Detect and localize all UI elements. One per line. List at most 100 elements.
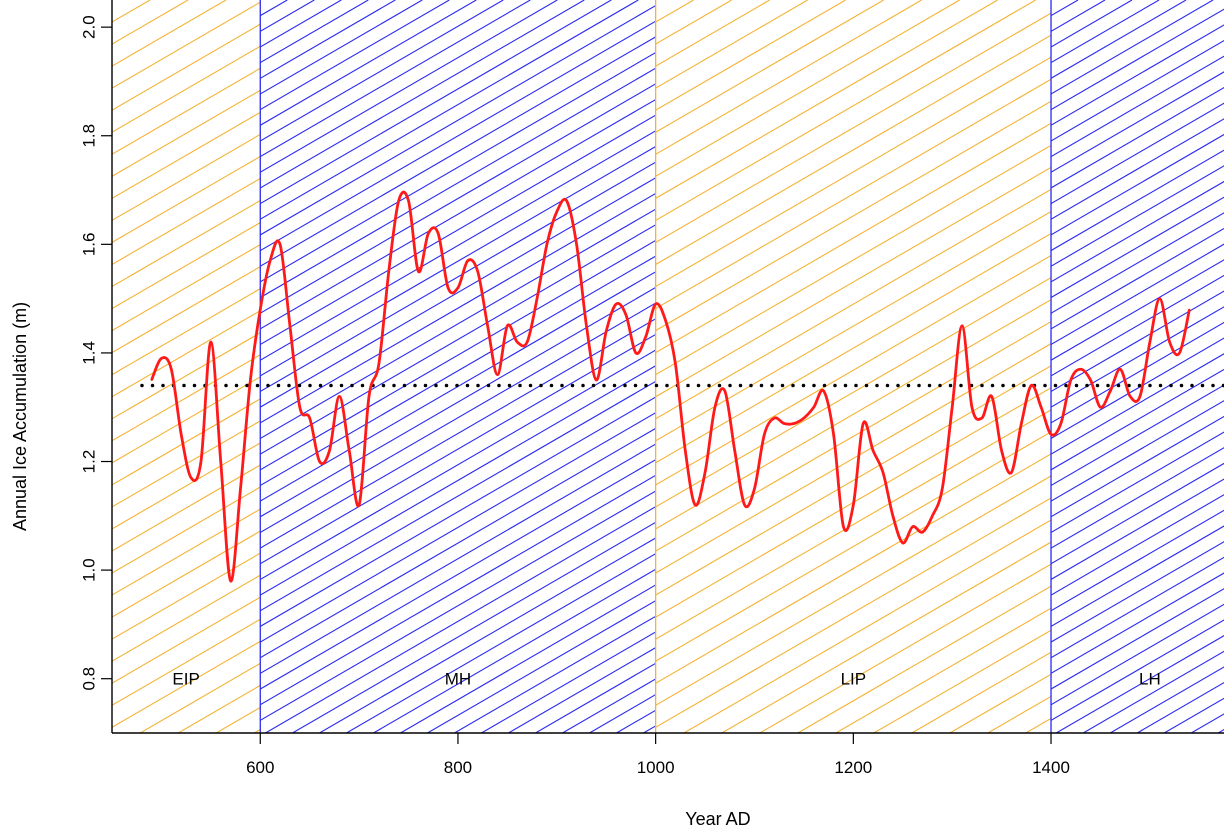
hatch-line	[655, 254, 1052, 486]
y-tick-label: 1.6	[79, 233, 98, 257]
hatch-line	[655, 321, 1052, 552]
hatch-line	[1051, 619, 1224, 721]
data-point	[635, 352, 637, 354]
hatch-line	[508, 647, 656, 733]
hatch-line	[260, 67, 656, 299]
hatch-line	[655, 144, 1052, 376]
data-point	[714, 406, 716, 409]
data-point	[921, 531, 924, 533]
hatch-line	[655, 0, 808, 89]
data-point	[486, 324, 489, 327]
data-point	[1139, 395, 1141, 398]
data-point	[990, 395, 993, 398]
hatch-line	[260, 4, 656, 236]
data-point	[1089, 379, 1092, 381]
hatch-line	[1051, 243, 1224, 346]
data-point	[516, 341, 519, 343]
hatch-line	[1163, 697, 1224, 733]
x-axis-title: Year AD	[685, 809, 750, 829]
hatch-line	[655, 0, 922, 155]
hatch-line	[260, 145, 656, 377]
hatch-line	[260, 0, 558, 173]
hatch-line	[112, 596, 261, 684]
x-tick-label: 800	[444, 758, 472, 777]
y-tick-label: 1.4	[79, 341, 98, 365]
hatch-line	[260, 0, 423, 95]
hatch-line	[1051, 290, 1224, 393]
data-point	[625, 314, 627, 316]
data-point	[289, 324, 291, 327]
data-point	[348, 449, 351, 452]
data-point	[1168, 341, 1171, 343]
period-band-mh	[259, 0, 656, 733]
hatch-line	[1051, 588, 1224, 690]
data-point	[1020, 422, 1023, 425]
hatch-line	[260, 0, 450, 111]
hatch-line	[112, 310, 261, 398]
period-label-mh: MH	[445, 670, 471, 689]
hatch-line	[112, 552, 261, 640]
data-point	[407, 200, 410, 202]
data-point	[793, 422, 795, 425]
data-point	[397, 200, 400, 202]
hatch-line	[1055, 635, 1224, 733]
data-point	[160, 357, 163, 360]
axes: 0.8 1.0 1.2 1.4 1.6 1.8 2.0 600 800 1000 1200 1400	[79, 0, 1224, 777]
y-tick-label: 1.2	[79, 450, 98, 474]
hatch-line	[655, 343, 1052, 574]
data-point	[882, 471, 884, 474]
hatch-line	[260, 208, 656, 440]
period-band-lh	[1050, 0, 1224, 733]
hatch-line	[260, 0, 504, 142]
x-tick-label: 1000	[637, 758, 675, 777]
data-point	[724, 390, 726, 392]
data-point	[971, 406, 973, 409]
data-point	[585, 324, 588, 327]
data-point	[229, 580, 232, 582]
data-point	[476, 270, 479, 273]
data-point	[575, 243, 578, 246]
data-point	[803, 417, 805, 419]
data-point	[644, 335, 647, 338]
data-point	[783, 422, 785, 425]
hatch-line	[655, 365, 1052, 596]
data-point	[892, 515, 894, 517]
hatch-line	[655, 409, 1052, 640]
data-point	[308, 417, 311, 419]
hatch-line	[1051, 212, 1224, 314]
period-band-lip	[654, 0, 1052, 733]
hatch-line	[1109, 666, 1224, 733]
data-point	[239, 487, 242, 490]
data-point	[664, 319, 667, 322]
data-point	[417, 270, 420, 273]
data-point	[338, 395, 341, 398]
data-point	[842, 525, 845, 528]
data-point	[941, 487, 944, 490]
data-point	[1178, 352, 1181, 354]
hatch-line	[260, 412, 656, 643]
data-point	[862, 422, 865, 425]
data-point	[1000, 449, 1003, 452]
hatch-line	[112, 464, 261, 552]
hatch-line	[797, 585, 1052, 733]
hatch-line	[260, 51, 656, 283]
hatch-line	[112, 111, 261, 199]
hatch-line	[260, 114, 656, 346]
data-point	[951, 406, 953, 409]
hatch-line	[1025, 717, 1052, 733]
hatch-line	[1051, 321, 1224, 424]
hatch-line	[260, 443, 656, 675]
data-point	[249, 379, 252, 381]
hatch-line	[260, 0, 288, 17]
hatch-line	[112, 332, 261, 420]
hatch-line	[1051, 353, 1224, 455]
hatch-line	[1051, 556, 1224, 659]
data-point	[1129, 395, 1131, 398]
data-point	[506, 324, 509, 327]
hatch-line	[260, 20, 656, 252]
hatch-line	[949, 673, 1052, 733]
data-point	[1030, 384, 1033, 387]
hatch-line	[260, 0, 639, 220]
data-point	[1119, 368, 1122, 371]
hatch-line	[655, 12, 1052, 244]
